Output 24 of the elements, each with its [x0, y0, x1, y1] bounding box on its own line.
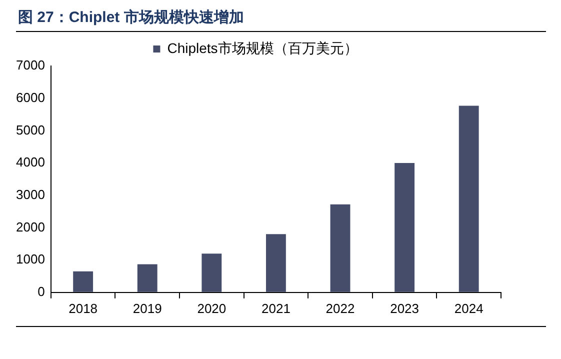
x-tick-label: 2019	[132, 300, 162, 316]
x-tick-label: 2024	[454, 300, 484, 316]
y-tick-label: 2000	[16, 219, 45, 234]
y-tick-label: 0	[38, 284, 45, 299]
y-tick-label: 3000	[16, 186, 45, 202]
x-tick-label: 2023	[390, 300, 420, 316]
bar	[266, 234, 286, 292]
y-tick-label: 1000	[16, 252, 45, 267]
y-tick-label: 5000	[16, 122, 45, 138]
y-tick-label: 6000	[16, 90, 45, 105]
bar	[458, 106, 479, 292]
y-tick-label: 4000	[16, 154, 45, 170]
bar	[73, 271, 94, 292]
bar	[330, 204, 350, 292]
x-tick-label: 2022	[326, 300, 355, 316]
bar	[137, 264, 158, 292]
legend-label: Chiplets市场规模（百万美元）	[167, 40, 358, 56]
x-tick-label: 2020	[197, 300, 226, 316]
bar	[394, 163, 415, 292]
y-tick-label: 7000	[16, 58, 45, 73]
x-tick-label: 2021	[262, 300, 290, 316]
bar	[202, 254, 222, 292]
x-tick-label: 2018	[68, 300, 98, 316]
chart-title: 图 27：Chiplet 市场规模快速增加	[18, 8, 244, 27]
